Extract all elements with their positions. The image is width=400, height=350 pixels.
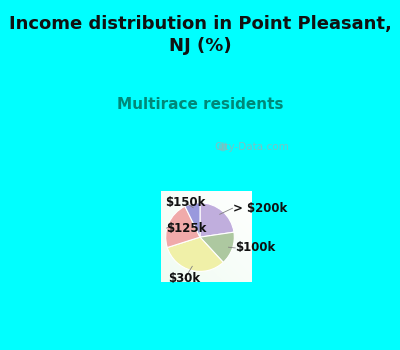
Text: Income distribution in Point Pleasant,
NJ (%): Income distribution in Point Pleasant, N… — [8, 15, 392, 55]
Wedge shape — [200, 232, 234, 262]
Wedge shape — [166, 206, 200, 247]
Wedge shape — [167, 237, 223, 272]
Text: ●: ● — [218, 142, 228, 152]
Text: $30k: $30k — [168, 272, 201, 285]
Text: $150k: $150k — [165, 196, 206, 209]
Wedge shape — [200, 203, 234, 237]
Wedge shape — [185, 203, 200, 237]
Text: > $200k: > $200k — [232, 202, 287, 215]
Text: $100k: $100k — [235, 241, 276, 254]
Text: City-Data.com: City-Data.com — [214, 142, 289, 152]
Text: $125k: $125k — [166, 222, 207, 235]
Text: Multirace residents: Multirace residents — [117, 97, 283, 112]
